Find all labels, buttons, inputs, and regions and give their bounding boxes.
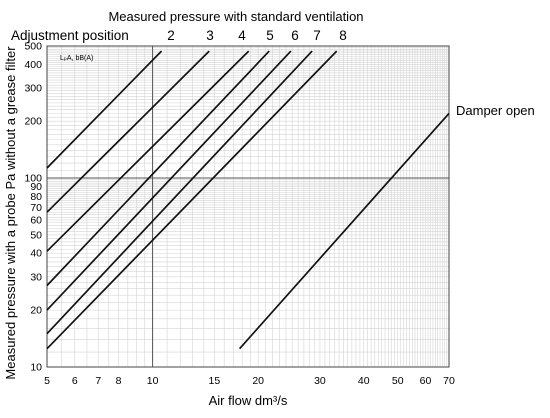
x-axis-label: Air flow dm³/s <box>209 393 288 408</box>
series-label-4: 4 <box>238 28 246 43</box>
y-tick-label: 70 <box>30 202 42 214</box>
series-label-6: 6 <box>291 28 299 43</box>
series-line-6 <box>46 50 292 311</box>
x-tick-label: 20 <box>252 375 264 387</box>
series-label-7: 7 <box>313 28 321 43</box>
x-tick-label: 70 <box>443 375 455 387</box>
y-tick-label: 100 <box>24 173 42 185</box>
series-label-8: 8 <box>339 28 347 43</box>
plot-frame <box>46 45 450 368</box>
x-tick-label: 8 <box>116 375 122 387</box>
series-line-7 <box>46 50 313 335</box>
series-label-2: 2 <box>167 28 175 43</box>
y-tick-label: 60 <box>30 214 42 226</box>
series-line-2 <box>46 50 163 169</box>
x-tick-label: 40 <box>358 375 370 387</box>
y-tick-label: 500 <box>24 41 42 53</box>
x-tick-label: 50 <box>392 375 404 387</box>
corner-label: LₚA, bB(A) <box>60 55 93 62</box>
adjustment-position-label: Adjustment position <box>11 28 129 43</box>
y-axis-label: Measured pressure with a probe Pa withou… <box>3 46 18 380</box>
series-line-damper-open <box>238 112 450 350</box>
x-tick-labels: 5 6 7 8 10 15 20 30 40 50 60 70 <box>44 375 455 387</box>
x-tick-label: 5 <box>44 375 50 387</box>
y-tick-label: 50 <box>30 229 42 241</box>
y-tick-label: 80 <box>30 191 42 203</box>
y-tick-label: 300 <box>24 82 42 94</box>
x-tick-label: 10 <box>147 375 159 387</box>
series-label-5: 5 <box>266 28 274 43</box>
series-line-8 <box>46 50 338 350</box>
series-line-3 <box>46 50 210 213</box>
damper-open-label: Damper open <box>456 103 535 118</box>
major-grid <box>47 46 449 367</box>
x-tick-label: 7 <box>95 375 101 387</box>
y-tick-label: 400 <box>24 59 42 71</box>
y-tick-label: 90 <box>30 181 42 193</box>
series-line-5 <box>46 50 270 287</box>
x-tick-label: 30 <box>314 375 326 387</box>
y-tick-label: 30 <box>30 271 42 283</box>
series-line-4 <box>46 50 250 252</box>
series-label-3: 3 <box>206 28 214 43</box>
y-tick-label: 20 <box>30 305 42 317</box>
x-tick-label: 15 <box>209 375 221 387</box>
y-tick-label: 10 <box>30 362 42 374</box>
chart-title: Measured pressure with standard ventilat… <box>108 9 363 24</box>
y-tick-label: 40 <box>30 248 42 260</box>
y-tick-label: 200 <box>24 116 42 128</box>
x-tick-label: 6 <box>72 375 78 387</box>
x-tick-label: 60 <box>420 375 432 387</box>
grid <box>46 45 450 368</box>
series-lines <box>46 50 450 350</box>
